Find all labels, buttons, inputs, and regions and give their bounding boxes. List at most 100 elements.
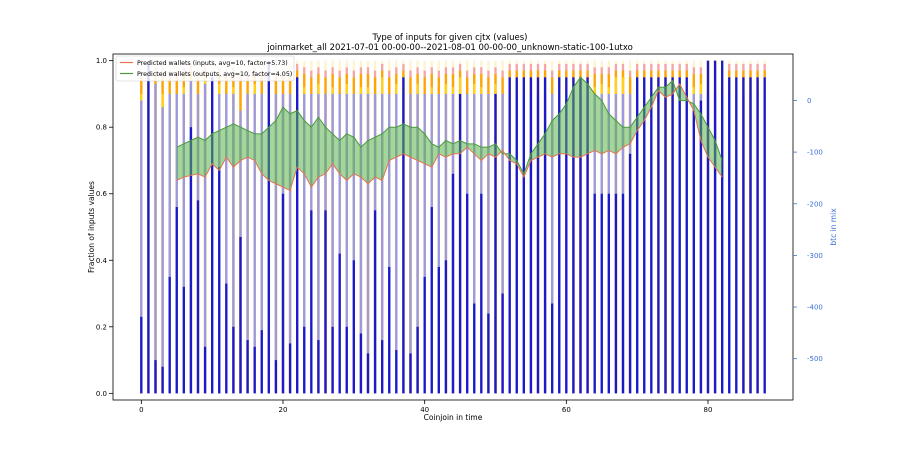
- bar-fresh: [699, 100, 703, 394]
- y2-axis-label: btc in mix: [829, 208, 838, 246]
- bar-fresh: [373, 210, 377, 394]
- bar-fresh: [706, 60, 710, 394]
- bar-remix: [253, 93, 256, 394]
- chart-title: Type of inputs for given cjtx (values): [372, 33, 528, 43]
- bar-fresh: [551, 303, 554, 394]
- bar-fresh: [621, 193, 625, 394]
- bar-remix: [140, 100, 143, 394]
- bar-fresh: [713, 60, 717, 394]
- bar-fresh: [211, 77, 214, 394]
- bar-fresh: [331, 326, 334, 394]
- bar-fresh: [572, 77, 575, 394]
- bar-fresh: [345, 326, 348, 394]
- bar-fresh: [260, 330, 263, 394]
- bar-remix: [225, 93, 228, 394]
- bar-fresh: [147, 60, 150, 394]
- bar-fresh: [579, 77, 582, 394]
- y-tick-label: 1.0: [96, 57, 107, 65]
- bar-fresh: [558, 77, 561, 394]
- bar-fresh: [565, 77, 568, 394]
- y-tick-label: 0.0: [96, 390, 107, 398]
- bar-fresh: [267, 60, 270, 394]
- bar-remix: [161, 107, 164, 394]
- bar-fresh: [473, 303, 476, 394]
- chart-subtitle: joinmarket_all 2021-07-01 00-00-00--2021…: [266, 43, 633, 53]
- plot-frame: [112, 53, 794, 401]
- bar-fresh: [168, 276, 171, 394]
- bar-fresh: [154, 360, 157, 394]
- bar-remix: [551, 93, 554, 394]
- bar-remix: [352, 93, 355, 394]
- bar-remix: [260, 93, 263, 394]
- bar-fresh: [643, 77, 646, 394]
- bar-fresh: [246, 340, 249, 394]
- legend: Predicted wallets (inputs, avg=10, facto…: [115, 55, 295, 82]
- bar-fresh: [324, 210, 327, 394]
- bar-fresh: [359, 333, 363, 394]
- bar-fresh: [529, 77, 533, 394]
- bar-remix: [317, 93, 320, 394]
- bar-remix: [232, 93, 235, 394]
- bar-fresh: [296, 77, 299, 394]
- bar-fresh: [756, 77, 759, 394]
- bar-fresh: [381, 340, 384, 394]
- bar-fresh: [218, 167, 221, 394]
- bar-remix: [338, 93, 341, 394]
- y2-tick-label: -300: [807, 252, 823, 260]
- bar-remix: [381, 93, 384, 394]
- y-tick-label: 0.4: [96, 257, 108, 265]
- bar-remix: [437, 93, 440, 394]
- bar-remix: [487, 93, 490, 394]
- bar-remix: [416, 93, 419, 394]
- bar-fresh: [310, 210, 313, 394]
- bar-fresh: [600, 193, 603, 394]
- bar-fresh: [175, 207, 178, 394]
- bar-fresh: [586, 77, 589, 394]
- y-tick-label: 0.2: [96, 323, 107, 331]
- bar-fresh: [721, 60, 724, 394]
- bar-fresh: [274, 360, 278, 394]
- bar-remix: [274, 93, 278, 394]
- y-axis: 0.0 0.2 0.4 0.6 0.8 1.0: [96, 57, 113, 398]
- line-inputs: [176, 82, 723, 192]
- bar-fresh: [161, 366, 164, 394]
- x-tick-label: 40: [420, 406, 429, 414]
- bar-fresh: [303, 326, 306, 394]
- y-axis-label: Fraction of inputs values: [87, 181, 96, 273]
- y2-tick-label: -200: [807, 200, 823, 208]
- bar-remix: [168, 93, 171, 394]
- bar-fresh: [189, 127, 193, 394]
- line-outputs: [176, 76, 723, 176]
- y-tick-label: 0.8: [96, 124, 107, 132]
- bar-remix: [388, 93, 391, 394]
- bar-fresh: [409, 353, 412, 394]
- bar-fresh: [664, 77, 667, 394]
- x-tick-label: 80: [704, 406, 713, 414]
- bar-fresh: [685, 77, 688, 394]
- bar-fresh: [749, 77, 752, 394]
- bar-fresh: [225, 283, 228, 394]
- bar-fresh: [140, 316, 143, 394]
- x-tick-label: 20: [279, 406, 288, 414]
- bar-fresh: [671, 77, 674, 394]
- bar-fresh: [196, 200, 200, 394]
- bar-fresh: [607, 193, 610, 394]
- bar-remix: [409, 93, 412, 394]
- bar-fresh: [395, 350, 398, 394]
- y2-axis: 0 -100 -200 -300 -400 -500: [793, 97, 823, 363]
- bar-fresh: [692, 110, 695, 394]
- bar-fresh: [352, 260, 355, 394]
- bar-fresh: [636, 77, 639, 394]
- bar-fresh: [593, 193, 596, 394]
- bar-fresh: [458, 93, 462, 394]
- lines-layer: [176, 76, 723, 192]
- bar-fresh: [402, 77, 405, 394]
- bar-fresh: [480, 193, 483, 394]
- bar-fresh: [735, 77, 738, 394]
- bar-fresh: [388, 266, 391, 394]
- bar-fresh: [416, 326, 419, 394]
- x-axis-label: Coinjoin in time: [424, 413, 483, 422]
- bar-fresh: [232, 326, 235, 394]
- x-tick-label: 60: [562, 406, 571, 414]
